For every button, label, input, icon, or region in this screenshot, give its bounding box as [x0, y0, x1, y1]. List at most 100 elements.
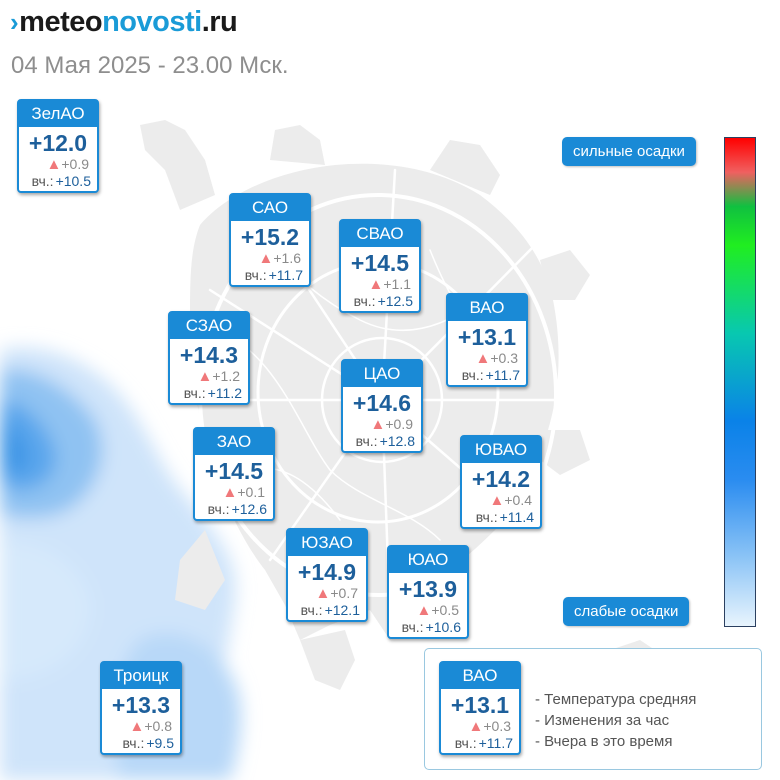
yesterday-value: +11.2 — [207, 385, 242, 401]
district-name: ВАО — [440, 662, 520, 689]
hourly-change: ▲+0.3 — [448, 350, 526, 367]
district-card-cao: ЦАО +14.6 ▲+0.9 вч.: +12.8 — [341, 359, 423, 453]
district-name: СВАО — [340, 220, 420, 247]
yesterday-temperature: вч.: +11.7 — [231, 267, 309, 284]
yesterday-value: +11.7 — [485, 367, 520, 383]
yesterday-label: вч.: — [122, 735, 145, 751]
temperature-average: +14.5 — [204, 458, 264, 484]
yesterday-label: вч.: — [461, 367, 484, 383]
yesterday-label: вч.: — [207, 501, 230, 517]
hourly-change-value: +0.9 — [61, 156, 89, 172]
district-card-yuvao: ЮВАО +14.2 ▲+0.4 вч.: +11.4 — [460, 435, 542, 529]
hourly-change-value: +0.8 — [144, 718, 172, 734]
district-card-zao: ЗАО +14.5 ▲+0.1 вч.: +12.6 — [193, 427, 275, 521]
arrow-up-icon: ▲ — [222, 484, 238, 501]
legend-item-hourly-change: - Изменения за час — [535, 712, 670, 729]
district-name: ЗелАО — [18, 100, 98, 127]
hourly-change: ▲+1.2 — [170, 368, 248, 385]
arrow-up-icon: ▲ — [370, 416, 386, 433]
hourly-change-value: +1.1 — [383, 276, 411, 292]
temperature-average: +13.9 — [398, 576, 458, 602]
yesterday-value: +12.1 — [324, 602, 360, 618]
hourly-change: ▲+0.1 — [195, 484, 273, 501]
hourly-change: ▲+0.9 — [19, 156, 97, 173]
hourly-change: ▲+1.1 — [341, 276, 419, 293]
district-card-troitsk: Троицк +13.3 ▲+0.8 вч.: +9.5 — [100, 661, 182, 755]
yesterday-label: вч.: — [31, 173, 54, 189]
legend-list: - Температура средняя - Изменения за час… — [535, 689, 696, 752]
yesterday-value: +12.5 — [377, 293, 413, 309]
hourly-change: ▲+0.5 — [389, 602, 467, 619]
temperature-average: +14.5 — [350, 250, 410, 276]
yesterday-label: вч.: — [454, 735, 477, 751]
district-name: ЮАО — [388, 546, 468, 573]
arrow-up-icon: ▲ — [315, 585, 331, 602]
logo-text-suffix: .ru — [201, 6, 238, 38]
hourly-change-value: +0.5 — [431, 602, 459, 618]
yesterday-value: +12.8 — [379, 433, 415, 449]
district-name: ЮВАО — [461, 436, 541, 463]
hourly-change-value: +1.6 — [273, 250, 301, 266]
legend-panel: ВАО +13.1 ▲+0.3 вч.: +11.7 - Температура … — [424, 648, 762, 770]
yesterday-temperature: вч.: +11.2 — [170, 385, 248, 402]
temperature-average: +15.2 — [240, 224, 300, 250]
yesterday-value: +11.4 — [499, 509, 534, 525]
yesterday-temperature: вч.: +10.5 — [19, 173, 97, 190]
site-logo[interactable]: ›meteonovosti.ru — [10, 6, 238, 39]
yesterday-value: +12.6 — [231, 501, 267, 517]
temperature-average: +14.6 — [352, 390, 412, 416]
hourly-change-value: +0.9 — [385, 416, 413, 432]
yesterday-value: +10.5 — [55, 173, 91, 189]
district-card-sao: САО +15.2 ▲+1.6 вч.: +11.7 — [229, 193, 311, 287]
district-card-yuzao: ЮЗАО +14.9 ▲+0.7 вч.: +12.1 — [286, 528, 368, 622]
yesterday-temperature: вч.: +11.7 — [441, 735, 519, 752]
hourly-change: ▲+0.7 — [288, 585, 366, 602]
legend-sample-card: ВАО +13.1 ▲+0.3 вч.: +11.7 — [439, 661, 521, 755]
hourly-change-value: +0.3 — [490, 350, 518, 366]
yesterday-temperature: вч.: +10.6 — [389, 619, 467, 636]
district-card-svao: СВАО +14.5 ▲+1.1 вч.: +12.5 — [339, 219, 421, 313]
precipitation-high-label: сильные осадки — [562, 137, 696, 166]
hourly-change: ▲+0.8 — [102, 718, 180, 735]
hourly-change-value: +1.2 — [212, 368, 240, 384]
logo-mark-icon: › — [10, 7, 19, 37]
yesterday-label: вч.: — [183, 385, 206, 401]
yesterday-label: вч.: — [475, 509, 498, 525]
logo-text-brand: novosti — [102, 6, 202, 38]
hourly-change: ▲+0.9 — [343, 416, 421, 433]
temperature-average: +14.9 — [297, 559, 357, 585]
yesterday-value: +10.6 — [425, 619, 461, 635]
temperature-average: +12.0 — [28, 130, 88, 156]
forecast-datetime: 04 Мая 2025 - 23.00 Мск. — [11, 52, 289, 79]
temperature-average: +13.1 — [450, 692, 510, 718]
yesterday-label: вч.: — [401, 619, 424, 635]
precipitation-scale-bar — [724, 137, 756, 627]
yesterday-value: +11.7 — [268, 267, 303, 283]
arrow-up-icon: ▲ — [416, 602, 432, 619]
district-name: ЗАО — [194, 428, 274, 455]
yesterday-temperature: вч.: +12.5 — [341, 293, 419, 310]
arrow-up-icon: ▲ — [129, 718, 145, 735]
arrow-up-icon: ▲ — [368, 276, 384, 293]
district-card-vao: ВАО +13.1 ▲+0.3 вч.: +11.7 — [446, 293, 528, 387]
arrow-up-icon: ▲ — [489, 492, 505, 509]
arrow-up-icon: ▲ — [475, 350, 491, 367]
arrow-up-icon: ▲ — [46, 156, 62, 173]
hourly-change-value: +0.4 — [504, 492, 532, 508]
district-name: ЮЗАО — [287, 529, 367, 556]
district-card-yuao: ЮАО +13.9 ▲+0.5 вч.: +10.6 — [387, 545, 469, 639]
hourly-change: ▲+0.3 — [441, 718, 519, 735]
hourly-change-value: +0.3 — [483, 718, 511, 734]
yesterday-temperature: вч.: +11.4 — [462, 509, 540, 526]
hourly-change: ▲+1.6 — [231, 250, 309, 267]
hourly-change: ▲+0.4 — [462, 492, 540, 509]
arrow-up-icon: ▲ — [258, 250, 274, 267]
district-card-zelao: ЗелАО +12.0 ▲+0.9 вч.: +10.5 — [17, 99, 99, 193]
yesterday-temperature: вч.: +11.7 — [448, 367, 526, 384]
arrow-up-icon: ▲ — [468, 718, 484, 735]
district-card-szao: СЗАО +14.3 ▲+1.2 вч.: +11.2 — [168, 311, 250, 405]
yesterday-label: вч.: — [355, 433, 378, 449]
yesterday-temperature: вч.: +9.5 — [102, 735, 180, 752]
yesterday-temperature: вч.: +12.1 — [288, 602, 366, 619]
arrow-up-icon: ▲ — [197, 368, 213, 385]
